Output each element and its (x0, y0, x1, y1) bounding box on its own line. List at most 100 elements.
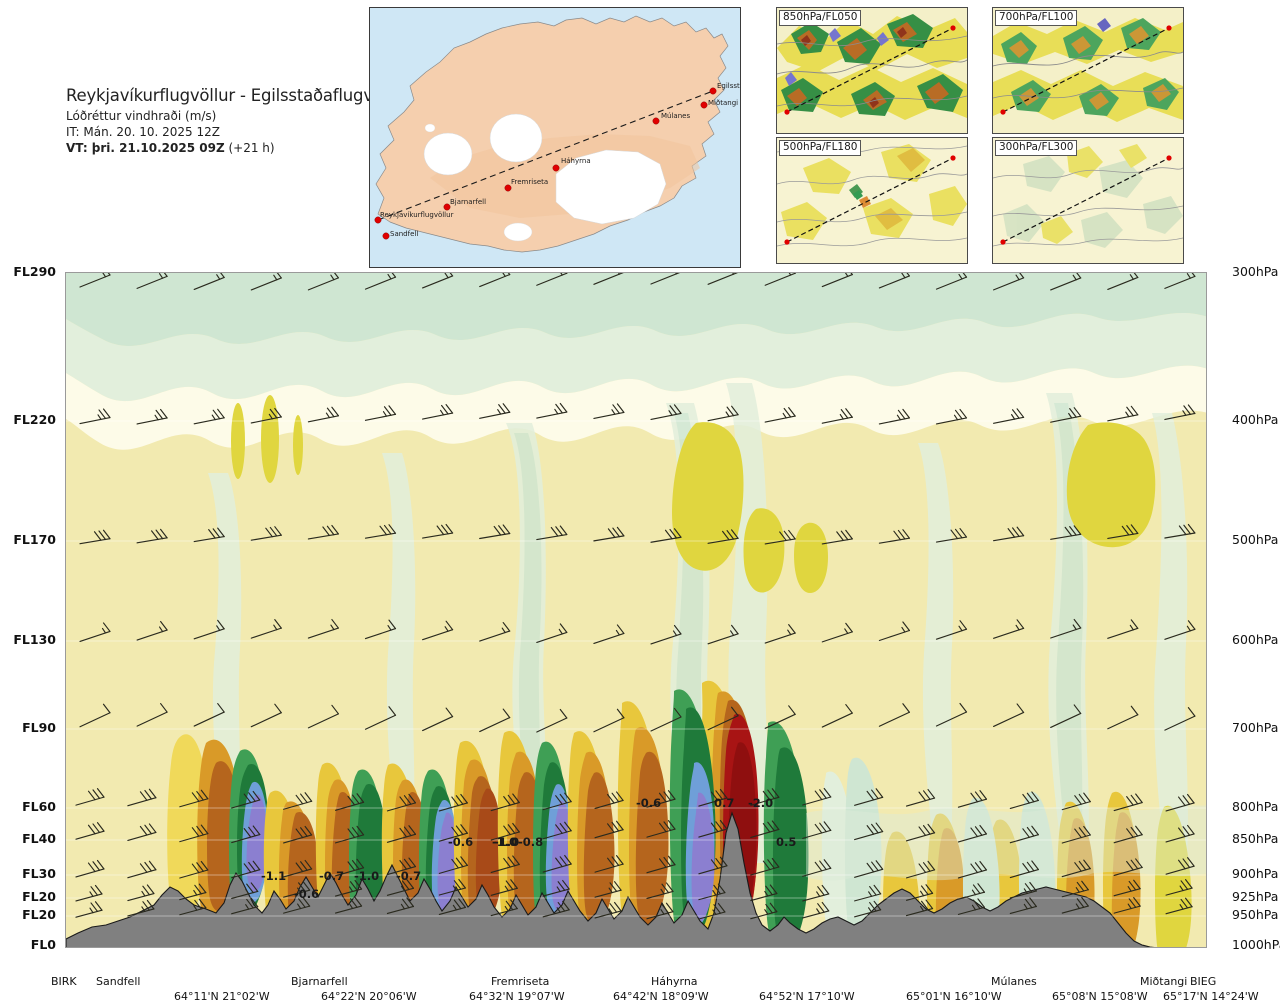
wind-barb-feather (612, 527, 620, 538)
wind-barb-feather (607, 793, 615, 804)
wind-barb-half-feather (1182, 410, 1187, 416)
wind-barb-feather (217, 703, 225, 713)
wind-barb-feather (614, 901, 622, 912)
wind-barb-feather (1029, 897, 1037, 908)
wind-barb-half-feather (154, 414, 159, 421)
panel-850hpa[interactable]: 850hPa/FL050 (776, 7, 968, 134)
wind-barb-feather (455, 825, 464, 836)
map-waypoint-dot[interactable] (700, 101, 708, 109)
wind-barb-half-feather (141, 906, 146, 912)
wind-barb-feather (1073, 407, 1082, 417)
wind-barb-feather (1126, 796, 1134, 806)
glacier-myrdalsjokull (503, 222, 533, 242)
wind-barb-shaft (79, 712, 111, 728)
map-waypoint-dot[interactable] (443, 203, 451, 211)
wind-barb-feather (767, 821, 775, 832)
wind-barb-feather (974, 826, 983, 836)
panel-500hpa[interactable]: 500hPa/FL180 (776, 137, 968, 264)
map-waypoint-dot[interactable] (374, 216, 382, 224)
panel-700hpa[interactable]: 700hPa/FL100 (992, 7, 1184, 134)
wind-barb-feather (1078, 793, 1087, 804)
wind-barb-feather (1031, 860, 1039, 871)
wind-barb-feather (160, 703, 168, 713)
wind-barb-feather (1012, 527, 1020, 537)
wind-barb-half-feather (273, 274, 278, 281)
wind-barb-half-feather (608, 908, 613, 914)
wind-barb-feather (300, 793, 308, 804)
wind-barb-half-feather (297, 887, 302, 894)
wind-barb-feather (455, 857, 464, 868)
wind-barb-half-feather (1023, 903, 1028, 910)
wind-barb-half-feather (273, 624, 278, 631)
wind-barb-feather (611, 792, 620, 803)
wind-barb-feather (663, 791, 672, 802)
wind-barb-feather (713, 904, 721, 914)
wind-barb-feather (331, 406, 339, 417)
wind-barb-feather (191, 792, 200, 802)
wind-barb-feather (503, 825, 511, 836)
wind-barb-feather (1029, 881, 1037, 892)
map-waypoints: Reykjavíkurflugvöllur Sandfell Bjarnarfell… (374, 82, 740, 240)
wind-barb-feather (1076, 273, 1082, 279)
iceland-route-map[interactable]: Reykjavíkurflugvöllur Sandfell Bjarnarfell… (369, 7, 741, 268)
glacier-hofsjokull (489, 113, 543, 163)
station-name-label: Bjarnarfell (291, 975, 348, 988)
wind-barb-feather (507, 794, 516, 805)
wind-barb-feather (274, 619, 282, 629)
wind-barb-feather (505, 900, 514, 911)
wind-barb-shaft (935, 711, 968, 727)
wind-barb-feather (616, 855, 624, 865)
wind-barb-feather (788, 529, 796, 540)
wind-barb-feather (441, 404, 449, 415)
contour-value-label: -0.7 (319, 869, 344, 883)
wind-barb-feather (1187, 404, 1196, 415)
wind-barb-feather (1026, 792, 1035, 803)
map-waypoint-dot[interactable] (709, 87, 717, 95)
wind-barb-feather (217, 527, 225, 538)
map-waypoint-dot[interactable] (552, 164, 560, 172)
contour-value-label: -0.6 (448, 835, 473, 849)
yellow-blob-large-right (1066, 422, 1156, 548)
wind-barb-half-feather (844, 628, 849, 634)
map-waypoint-dot[interactable] (652, 117, 660, 125)
wind-barb-feather (191, 827, 200, 837)
map-waypoint-dot[interactable] (382, 232, 390, 240)
wind-barb-feather (1024, 898, 1033, 909)
wind-barb-feather (144, 824, 152, 835)
wind-barb-feather (246, 883, 254, 894)
wind-barb-feather (562, 900, 570, 911)
wind-barb-feather (823, 787, 832, 798)
wind-barb-feather (821, 884, 830, 895)
wind-barb-half-feather (1072, 624, 1077, 631)
wind-barb-feather (767, 789, 775, 800)
wind-barb-feather (823, 821, 832, 831)
wind-barb-feather (449, 273, 454, 277)
wind-barb-feather (92, 823, 101, 834)
wind-barb-feather (388, 619, 397, 630)
flight-level-tick: FL0 (30, 937, 56, 952)
wind-barb-feather (93, 531, 102, 541)
wind-barb-feather (555, 824, 563, 834)
wind-barb-half-feather (1179, 885, 1184, 892)
wind-barb-feather (771, 820, 780, 831)
contour-value-labels: -1.1-0.6-0.7 -1.0 -0.7-0.6 -1.0-1.0-0.8-0.6… (261, 796, 796, 901)
wind-barb-feather (458, 878, 466, 889)
wind-barb-half-feather (268, 413, 273, 420)
wind-barb-feather (102, 622, 111, 632)
wind-barb-feather (970, 827, 979, 838)
wind-barb-feather (1064, 526, 1073, 537)
wind-barb-feather (331, 524, 339, 535)
wind-barb-feather (1187, 793, 1195, 804)
pressure-tick: 700hPa (1232, 720, 1279, 735)
panel-300hpa[interactable]: 300hPa/FL300 (992, 137, 1184, 264)
wind-barb-feather (974, 791, 983, 802)
vertical-cross-section[interactable]: -1.1 -0.6 -0.7 -1.0 -0.7 -0.6 -1.0 -1.0 -0.8 -0.6… (65, 272, 1207, 948)
wind-barb-half-feather (958, 625, 963, 632)
wind-barb-feather (1128, 898, 1137, 908)
wind-barb-feather (507, 856, 516, 867)
wind-barb-feather (356, 793, 365, 803)
wind-barb-half-feather (1186, 273, 1191, 279)
wind-barb-feather (92, 861, 101, 871)
map-waypoint-dot[interactable] (504, 184, 512, 192)
wind-barb-feather (403, 795, 412, 805)
